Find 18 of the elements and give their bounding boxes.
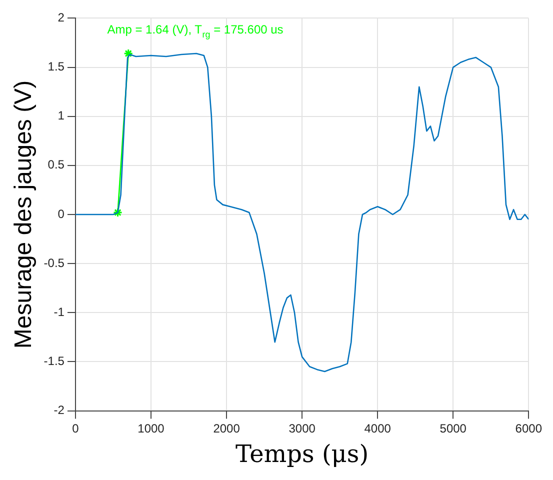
y-axis-title: Mesurage des jauges (V) xyxy=(10,80,38,349)
x-tick-label: 3000 xyxy=(288,421,316,436)
y-tick-label: 1 xyxy=(58,108,65,123)
x-tick-label: 4000 xyxy=(364,421,392,436)
y-tick-label: 1.5 xyxy=(48,60,65,74)
y-tick-label: -0.5 xyxy=(44,256,65,270)
x-tick-label: 6000 xyxy=(515,421,542,436)
y-tick-label: -2 xyxy=(54,403,65,418)
y-tick-label: 2 xyxy=(58,10,65,25)
x-tick-label: 0 xyxy=(72,421,80,436)
x-tick-label: 5000 xyxy=(440,421,467,436)
y-tick-label: -1 xyxy=(54,304,65,319)
x-tick-label: 2000 xyxy=(213,421,240,436)
x-tick-label: 1000 xyxy=(138,421,165,436)
y-tick-label: 0 xyxy=(58,206,65,221)
y-tick-label: 0.5 xyxy=(48,158,65,172)
x-axis-title: Temps (μs) xyxy=(236,440,369,468)
y-tick-label: -1.5 xyxy=(44,354,65,368)
